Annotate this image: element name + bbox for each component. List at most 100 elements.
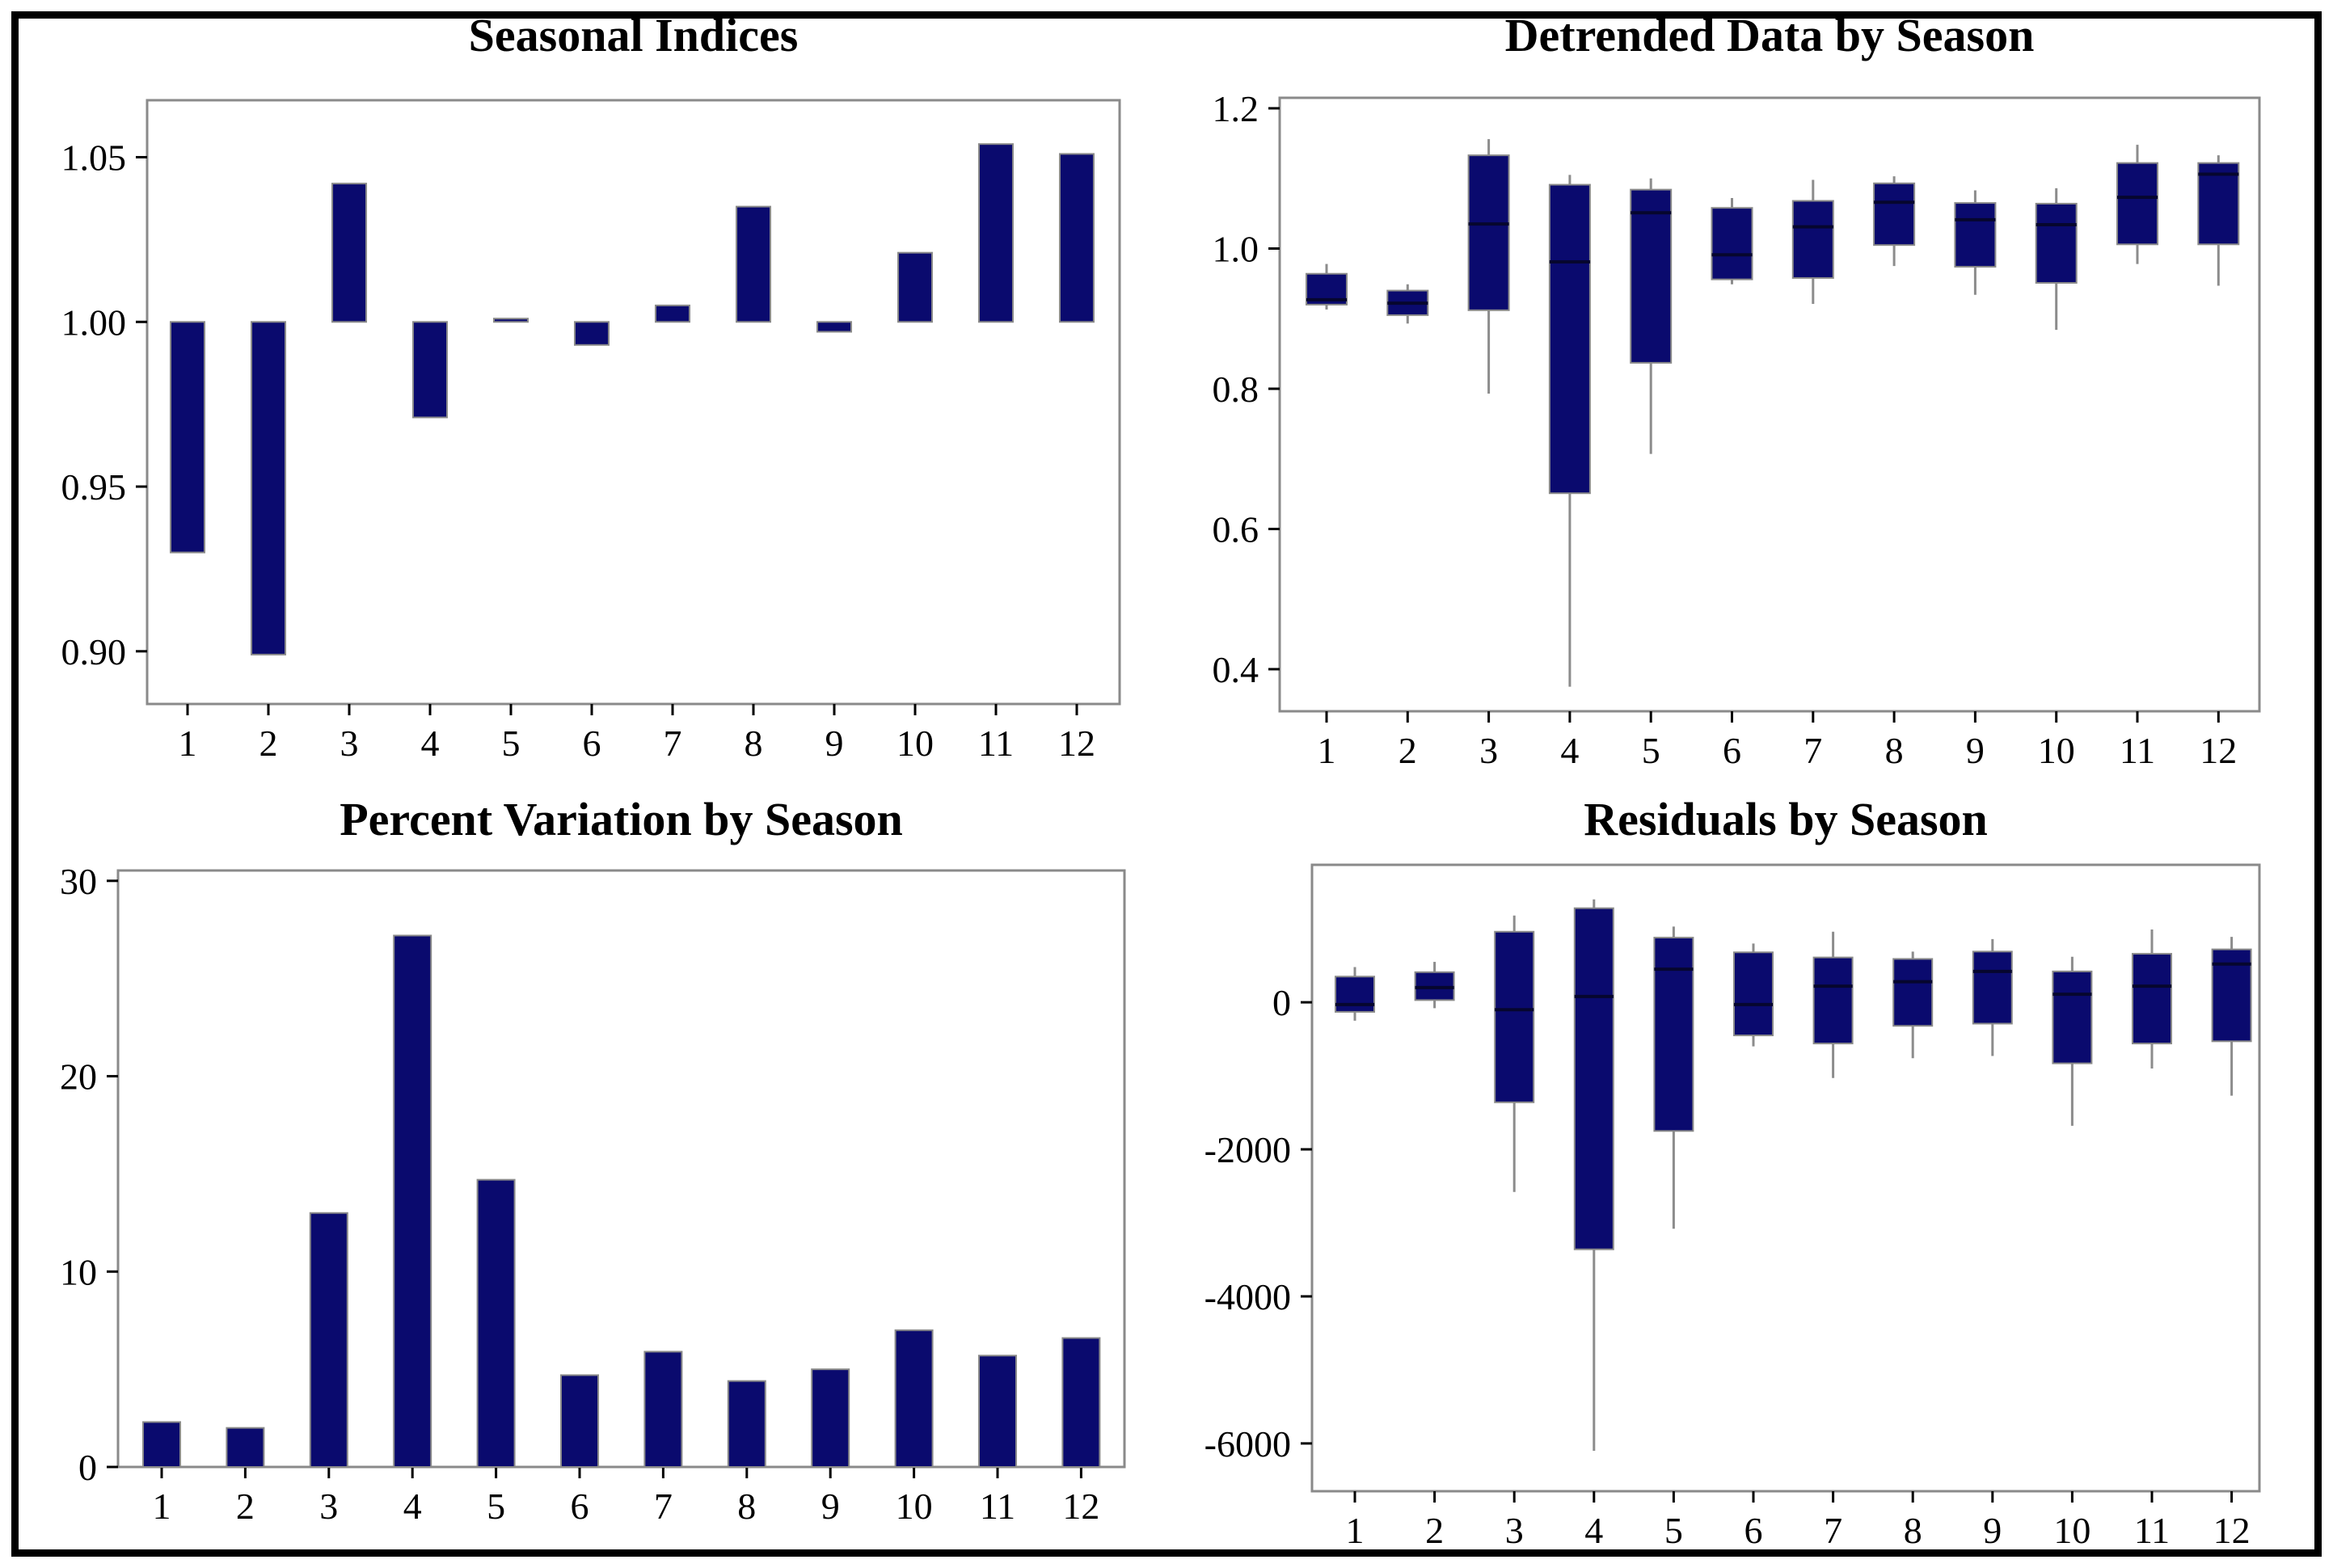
- bar: [331, 183, 367, 323]
- x-tick-label: 7: [1804, 730, 1822, 771]
- x-tick-label: 1: [1346, 1510, 1365, 1551]
- x-tick-label: 2: [1399, 730, 1417, 771]
- box: [2132, 953, 2172, 1045]
- x-tick-label: 2: [259, 723, 278, 764]
- bar: [978, 1355, 1017, 1469]
- box: [1892, 958, 1934, 1027]
- bar: [727, 1380, 766, 1468]
- box: [1548, 183, 1591, 495]
- bar: [170, 321, 205, 554]
- box: [2052, 970, 2093, 1064]
- panel-seasonal-indices: 1.05 1.00 0.95 0.90 1 2 3 4 5 6 7 8 9 10 11 12: [0, 0, 1166, 784]
- x-tick-label: 12: [1062, 1486, 1099, 1527]
- box: [1653, 937, 1694, 1132]
- box: [1335, 976, 1375, 1013]
- x-tick-label: 12: [1058, 723, 1095, 764]
- y-tick-label: 1.00: [61, 301, 127, 343]
- bar: [412, 321, 448, 419]
- y-tick-label: 0: [78, 1447, 97, 1488]
- chart-title-residuals: Residuals by Season: [1584, 793, 1988, 845]
- y-tick-label: 0: [1272, 982, 1291, 1023]
- bar: [142, 1421, 181, 1468]
- box: [1494, 930, 1535, 1103]
- x-tick-label: 11: [980, 1486, 1015, 1527]
- x-tick-label: 12: [2200, 730, 2237, 771]
- x-tick-label: 1: [1318, 730, 1336, 771]
- x-tick-label: 4: [1584, 1510, 1603, 1551]
- x-tick-label: 3: [1479, 730, 1498, 771]
- y-tick-label: 0.90: [61, 631, 127, 672]
- box: [1573, 907, 1614, 1250]
- box: [2116, 162, 2158, 246]
- bar: [816, 321, 852, 333]
- x-tick-label: 5: [487, 1486, 505, 1527]
- box: [2197, 162, 2240, 246]
- bar: [1059, 153, 1095, 323]
- x-tick-label: 5: [1664, 1510, 1683, 1551]
- y-tick-label: -4000: [1204, 1276, 1291, 1317]
- plot-frame: [116, 869, 1126, 1469]
- chart-title-percent-variation: Percent Variation by Season: [340, 793, 903, 845]
- bar: [643, 1351, 683, 1469]
- x-tick-label: 8: [1904, 1510, 1922, 1551]
- x-tick-label: 10: [896, 723, 934, 764]
- x-tick-label: 1: [179, 723, 197, 764]
- plot-frame: [1278, 96, 2261, 713]
- x-tick-label: 5: [502, 723, 521, 764]
- box: [1733, 951, 1774, 1037]
- x-tick-label: 9: [821, 1486, 840, 1527]
- y-tick-label: 1.2: [1213, 88, 1259, 129]
- y-tick-label: 0.95: [61, 466, 127, 508]
- bar: [251, 321, 286, 655]
- box: [1791, 200, 1834, 279]
- x-tick-label: 4: [421, 723, 440, 764]
- chart-title-detrended-data: Detrended Data by Season: [1504, 9, 2035, 61]
- x-tick-label: 9: [1983, 1510, 2002, 1551]
- x-tick-label: 7: [664, 723, 682, 764]
- panel-residuals: 0 -2000 -4000 -6000 1 2 3 4 5 6 7 8 9 10 11 12: [1166, 784, 2333, 1568]
- bar: [574, 321, 610, 346]
- x-tick-label: 7: [1824, 1510, 1842, 1551]
- x-tick-label: 4: [1560, 730, 1579, 771]
- x-tick-label: 6: [571, 1486, 589, 1527]
- x-tick-label: 2: [236, 1486, 255, 1527]
- box: [1630, 188, 1673, 364]
- bar: [894, 1329, 934, 1468]
- x-tick-label: 4: [403, 1486, 422, 1527]
- y-tick-label: 0.4: [1213, 649, 1259, 690]
- bar: [226, 1427, 265, 1469]
- bar: [560, 1374, 599, 1468]
- x-tick-label: 10: [2053, 1510, 2090, 1551]
- y-tick-label: 0.6: [1213, 508, 1259, 550]
- y-tick-label: 1.0: [1213, 228, 1259, 269]
- x-tick-label: 5: [1642, 730, 1660, 771]
- y-tick-label: 10: [60, 1251, 97, 1292]
- x-tick-label: 11: [2120, 730, 2155, 771]
- x-tick-label: 11: [978, 723, 1014, 764]
- x-tick-label: 10: [2038, 730, 2075, 771]
- x-tick-label: 8: [737, 1486, 756, 1527]
- panel-percent-variation: 30 20 10 0 1 2 3 4 5 6 7 8 9 10 11 12: [0, 784, 1166, 1568]
- bar: [655, 304, 690, 323]
- box: [2035, 202, 2078, 285]
- y-tick-label: 0.8: [1213, 369, 1259, 410]
- box: [1954, 202, 1997, 268]
- bar: [811, 1368, 850, 1468]
- x-tick-label: 6: [1744, 1510, 1763, 1551]
- box: [1467, 154, 1510, 311]
- panel-detrended-data: 1.2 1.0 0.8 0.6 0.4 1 2 3 4 5 6 7 8 9 10 11 12: [1166, 0, 2333, 784]
- x-tick-label: 9: [1966, 730, 1985, 771]
- bar: [493, 318, 529, 323]
- x-tick-label: 9: [825, 723, 844, 764]
- y-tick-label: -2000: [1204, 1129, 1291, 1170]
- y-tick-label: 20: [60, 1056, 97, 1098]
- x-tick-label: 8: [1885, 730, 1904, 771]
- plot-frame: [1310, 863, 2261, 1493]
- bar: [736, 205, 771, 323]
- box: [1873, 182, 1916, 247]
- box: [1711, 207, 1753, 280]
- bar: [309, 1212, 348, 1468]
- x-tick-label: 12: [2213, 1510, 2251, 1551]
- x-tick-label: 7: [654, 1486, 673, 1527]
